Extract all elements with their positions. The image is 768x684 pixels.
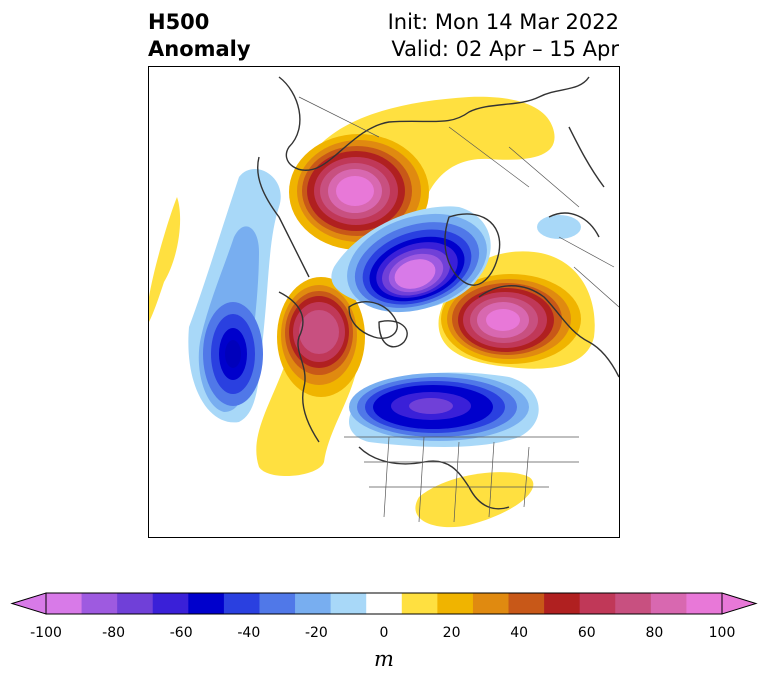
colorbar-tick-label: 60 <box>577 625 596 641</box>
colorbar-frame <box>45 592 723 615</box>
map-subtitle: Init: Mon 14 Mar 2022 Valid: 02 Apr – 15… <box>388 9 619 63</box>
colorbar-swatch <box>686 593 723 614</box>
map-panel <box>148 66 620 538</box>
colorbar-tick-label: 80 <box>645 625 664 641</box>
colorbar-tick-label: -80 <box>102 625 126 641</box>
colorbar-swatch <box>401 593 438 614</box>
trough-arctic <box>331 206 491 313</box>
colorbar-swatch <box>295 593 332 614</box>
title-field-label: H500 <box>148 10 210 34</box>
colorbar-tick-label: -20 <box>304 625 328 641</box>
trough-north-america <box>349 372 539 447</box>
colorbar-swatch <box>508 593 545 614</box>
colorbar-tick-label: -40 <box>237 625 261 641</box>
borders <box>298 96 619 523</box>
colorbar-unit-label: m <box>374 647 394 671</box>
colorbar-tick-label: 40 <box>510 625 529 641</box>
anomaly-map <box>149 76 619 528</box>
colorbar-swatch <box>223 593 260 614</box>
colorbar-swatch <box>544 593 581 614</box>
colorbar-tick-label: -100 <box>30 625 62 641</box>
title-product-label: Anomaly <box>148 37 251 61</box>
ridge-west-edge <box>149 197 181 322</box>
init-date-label: Init: Mon 14 Mar 2022 <box>387 10 619 34</box>
colorbar-swatch <box>117 593 154 614</box>
colorbar-tick-label: 100 <box>708 625 736 641</box>
colorbar-swatch <box>259 593 296 614</box>
colorbar-over-arrow <box>721 592 758 615</box>
map-title: H500 Anomaly <box>148 9 251 63</box>
colorbar-swatch <box>437 593 474 614</box>
colorbar-tick-label: 20 <box>442 625 461 641</box>
ridge-east <box>438 251 595 369</box>
colorbar-tick-label: 0 <box>379 625 389 641</box>
coastlines <box>257 76 619 510</box>
colorbar-swatch <box>152 593 189 614</box>
ridge-southeast <box>415 472 534 528</box>
colorbar <box>0 588 768 684</box>
colorbar-swatch <box>366 593 403 614</box>
colorbar-swatch <box>615 593 652 614</box>
valid-range-label: Valid: 02 Apr – 15 Apr <box>391 37 619 61</box>
colorbar-swatch <box>330 593 367 614</box>
trough-pacific <box>188 168 281 423</box>
colorbar-tick-label: -60 <box>169 625 193 641</box>
colorbar-swatch <box>188 593 225 614</box>
colorbar-swatch <box>579 593 616 614</box>
colorbar-swatch <box>472 593 510 614</box>
colorbar-under-arrow <box>10 592 47 615</box>
colorbar-swatch <box>650 593 687 614</box>
ridge-west <box>256 277 365 477</box>
colorbar-swatch <box>81 593 118 614</box>
colorbar-swatch <box>46 593 83 614</box>
trough-northeast <box>537 215 581 239</box>
ridge-north-pacific <box>289 96 555 250</box>
colorbar-strip <box>10 592 758 615</box>
